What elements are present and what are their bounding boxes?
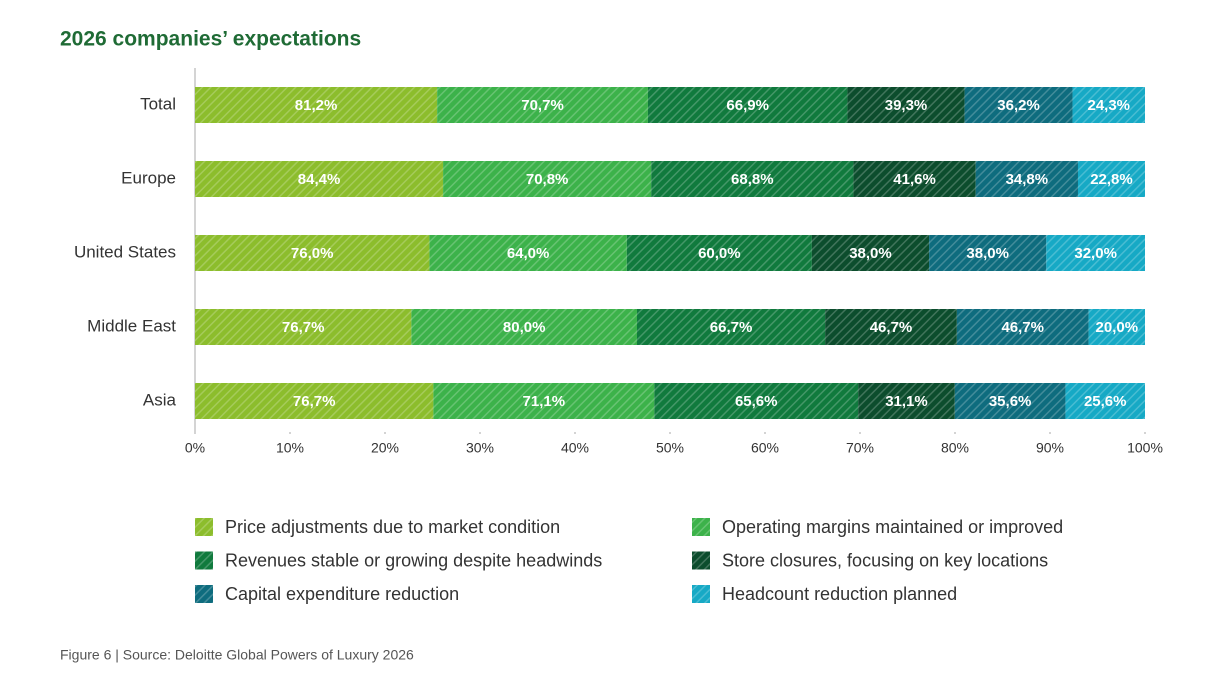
value-label: 84,4% bbox=[298, 171, 341, 188]
value-label: 76,7% bbox=[282, 319, 325, 336]
value-label: 76,7% bbox=[293, 393, 336, 410]
category-label: Asia bbox=[143, 390, 177, 409]
bar-segment bbox=[626, 235, 812, 271]
value-label: 34,8% bbox=[1006, 171, 1049, 188]
bar-segment bbox=[1088, 309, 1145, 345]
x-tick-label: 40% bbox=[561, 440, 589, 456]
category-label: Middle East bbox=[87, 316, 176, 335]
x-tick-label: 70% bbox=[846, 440, 874, 456]
legend-swatch bbox=[692, 551, 710, 570]
value-label: 60,0% bbox=[698, 245, 741, 262]
bar-segment bbox=[429, 235, 627, 271]
bar-segment bbox=[956, 309, 1089, 345]
bar-segment bbox=[651, 161, 854, 197]
bar-segment bbox=[954, 383, 1066, 419]
bar-segment bbox=[443, 161, 652, 197]
legend-label: Revenues stable or growing despite headw… bbox=[225, 550, 602, 570]
value-label: 38,0% bbox=[849, 245, 892, 262]
value-label: 68,8% bbox=[731, 171, 774, 188]
x-tick-label: 90% bbox=[1036, 440, 1064, 456]
value-label: 81,2% bbox=[295, 97, 338, 114]
x-tick-label: 50% bbox=[656, 440, 684, 456]
legend-label: Store closures, focusing on key location… bbox=[722, 550, 1048, 570]
value-label: 70,8% bbox=[526, 171, 569, 188]
legend-swatch bbox=[195, 585, 213, 603]
category-label: Europe bbox=[121, 168, 176, 187]
value-label: 64,0% bbox=[507, 245, 550, 262]
bar-segment bbox=[433, 383, 655, 419]
bar-segment bbox=[853, 161, 976, 197]
x-tick-label: 10% bbox=[276, 440, 304, 456]
value-label: 22,8% bbox=[1090, 171, 1133, 188]
value-label: 36,2% bbox=[997, 97, 1040, 114]
bar-segment bbox=[195, 383, 434, 419]
value-label: 80,0% bbox=[503, 319, 546, 336]
bar-segment bbox=[811, 235, 930, 271]
legend-label: Price adjustments due to market conditio… bbox=[225, 517, 560, 537]
bar-segment bbox=[195, 87, 438, 123]
x-tick-label: 0% bbox=[185, 440, 205, 456]
value-label: 66,9% bbox=[726, 97, 769, 114]
value-label: 32,0% bbox=[1074, 245, 1117, 262]
bar-segment bbox=[647, 87, 848, 123]
bar-segment bbox=[437, 87, 648, 123]
value-label: 31,1% bbox=[885, 393, 928, 410]
x-tick-label: 100% bbox=[1127, 440, 1163, 456]
value-label: 39,3% bbox=[885, 97, 928, 114]
legend-swatch bbox=[692, 585, 710, 603]
value-label: 38,0% bbox=[966, 245, 1009, 262]
legend-label: Capital expenditure reduction bbox=[225, 584, 459, 604]
bar-segment bbox=[929, 235, 1047, 271]
bar-segment bbox=[1077, 161, 1145, 197]
x-tick-label: 60% bbox=[751, 440, 779, 456]
value-label: 71,1% bbox=[523, 393, 566, 410]
value-label: 35,6% bbox=[989, 393, 1032, 410]
bar-segment bbox=[636, 309, 826, 345]
bar-segment bbox=[195, 235, 430, 271]
x-tick-label: 80% bbox=[941, 440, 969, 456]
x-tick-label: 20% bbox=[371, 440, 399, 456]
legend-label: Headcount reduction planned bbox=[722, 584, 957, 604]
legend-swatch bbox=[195, 551, 213, 570]
bar-segment bbox=[975, 161, 1078, 197]
value-label: 24,3% bbox=[1087, 97, 1130, 114]
category-label: Total bbox=[140, 94, 176, 113]
bar-segment bbox=[1072, 87, 1145, 123]
bar-segment bbox=[858, 383, 955, 419]
chart-title: 2026 companies’ expectations bbox=[60, 28, 361, 51]
bar-segment bbox=[1065, 383, 1145, 419]
bar-segment bbox=[654, 383, 859, 419]
legend-label: Operating margins maintained or improved bbox=[722, 517, 1063, 537]
bar-segment bbox=[825, 309, 957, 345]
category-label: United States bbox=[74, 242, 176, 261]
value-label: 70,7% bbox=[521, 97, 564, 114]
bar-segment bbox=[411, 309, 637, 345]
value-label: 46,7% bbox=[1001, 319, 1044, 336]
legend-swatch bbox=[692, 518, 710, 536]
value-label: 25,6% bbox=[1084, 393, 1127, 410]
bar-segment bbox=[195, 161, 444, 197]
bar-segment bbox=[195, 309, 412, 345]
bar-segment bbox=[1046, 235, 1145, 271]
value-label: 66,7% bbox=[710, 319, 753, 336]
value-label: 20,0% bbox=[1096, 319, 1139, 336]
x-tick-label: 30% bbox=[466, 440, 494, 456]
source-note: Figure 6 | Source: Deloitte Global Power… bbox=[60, 647, 414, 663]
value-label: 41,6% bbox=[893, 171, 936, 188]
value-label: 46,7% bbox=[870, 319, 913, 336]
bar-segment bbox=[964, 87, 1073, 123]
value-label: 65,6% bbox=[735, 393, 778, 410]
bar-segment bbox=[847, 87, 965, 123]
legend-swatch bbox=[195, 518, 213, 536]
value-label: 76,0% bbox=[291, 245, 334, 262]
